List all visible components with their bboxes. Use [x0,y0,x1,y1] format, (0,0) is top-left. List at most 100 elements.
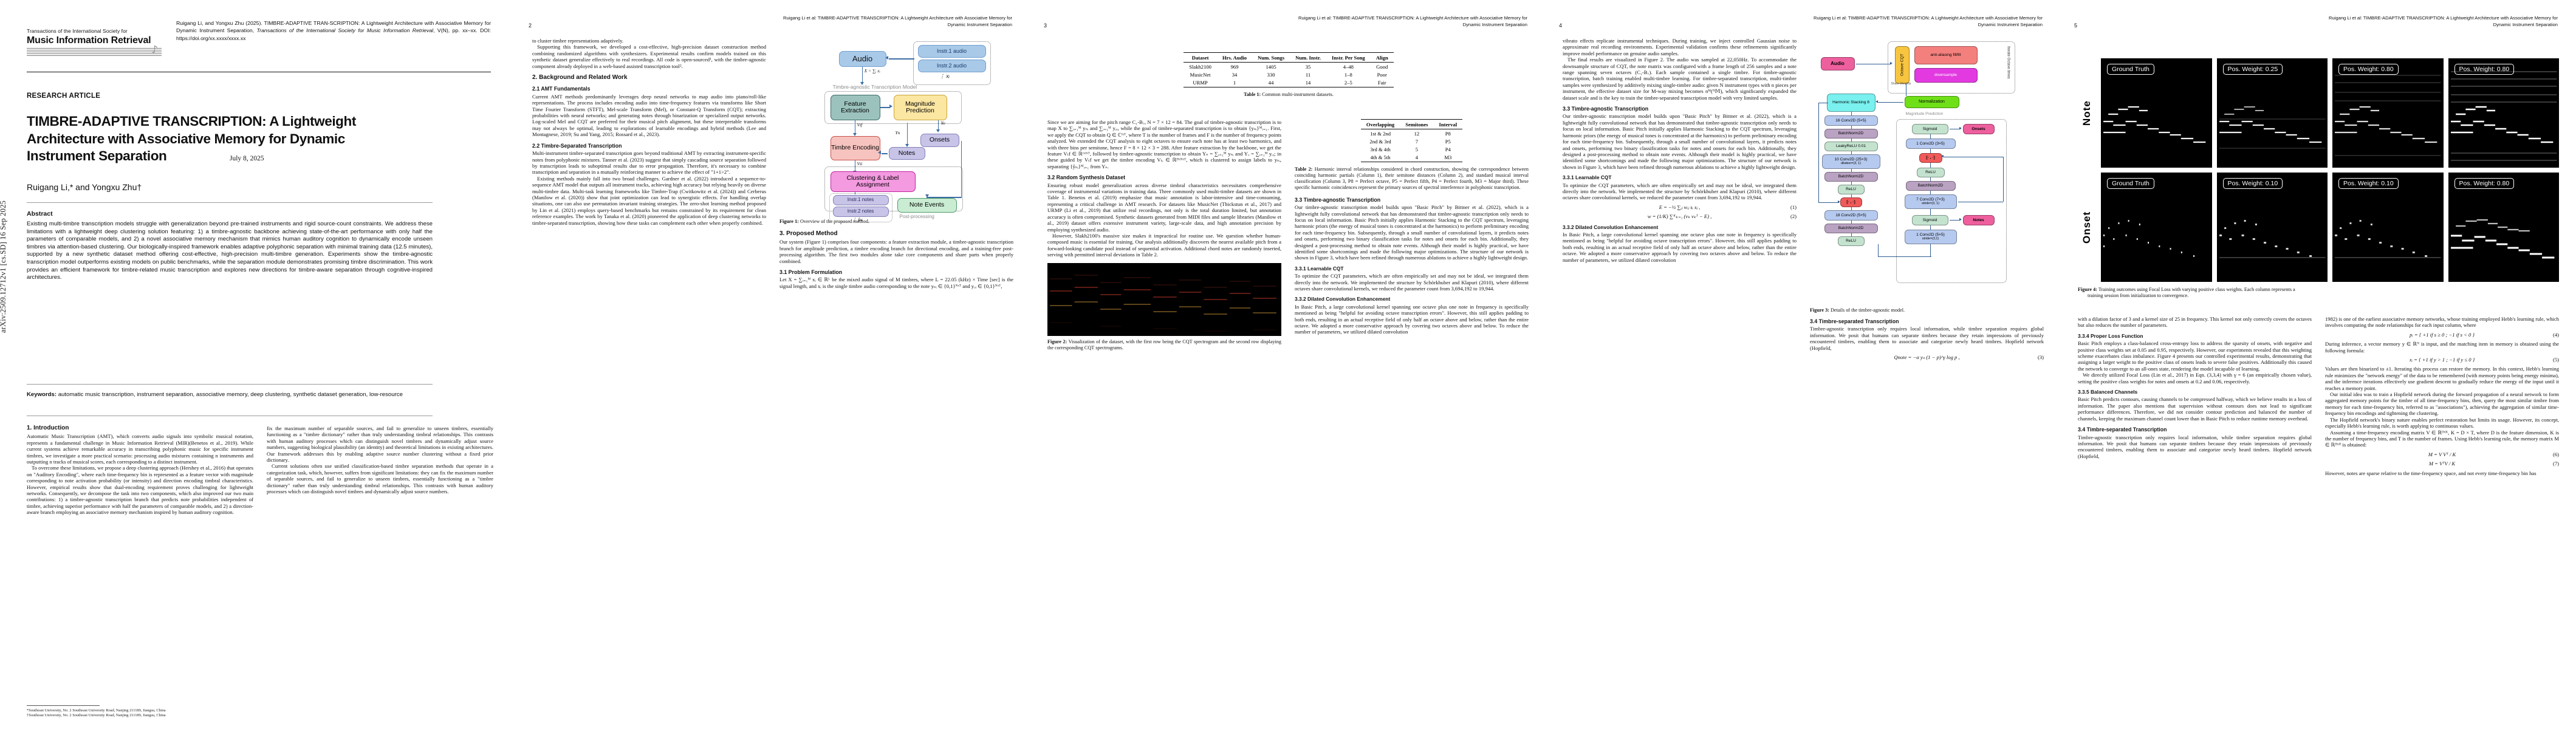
page-number-2: 2 [529,22,532,29]
table-2-caption: Table 2: Harmonic interval relationships… [1295,166,1529,191]
figure-4-caption: Figure 4: Training outcomes using Focal … [2078,287,2559,299]
page-number-4: 4 [1559,22,1563,29]
figure1-node-notes: Notes [888,147,925,160]
heading-learnable-cqt-4: 3.3.1 Learnable CQT [1563,174,1612,181]
p5-loss-p2: We directly utilized Focal Loss (Lin et … [2078,372,2312,385]
page5-col-left: with a dilation factor of 3 and a kernel… [2078,316,2312,717]
figure3-node-conv16: 16 Conv2D (5×5) [1824,115,1878,126]
figure3-node-normalization: Normalization [1904,96,1959,108]
figure-4-plot-onset-3 [2448,173,2559,282]
figure1-label-yo: Yo [940,120,945,126]
figure3-edge-m8 [1930,244,1931,256]
figure3-edge-m7 [1930,225,1931,230]
figure3-node-conv10-sub: dilation=(3, 1) [1841,161,1861,165]
intro-paragraph-4: Current solutions often use unified clas… [267,463,493,495]
figure3-node-bn4: BatchNorm2D [1905,181,1956,191]
figure-4-cell-onset-2: Pos. Weight: 0.10 [2332,173,2444,282]
bg2-paragraph: Multi-instrument timbre-separated transc… [532,150,766,176]
table-2-r2c0: 3rd & 4th [1370,146,1391,152]
equation-7: M = VᵀV / K (7) [2325,460,2559,467]
figure3-edge-3 [1851,139,1852,142]
table-1-body: Slakh2100 969 1405 35 4–48 Good MusicNet… [1184,62,1394,87]
figure-4-plot-onset-1 [2216,173,2328,282]
figure3-node-bn3: BatchNorm2D [1824,224,1878,233]
journal-logo: Transactions of the International Societ… [27,19,162,56]
p5-right-2: During inference, a vector memory y ∈ ℝᴺ… [2325,341,2559,354]
p5-channels-p: Basic Pitch predicts contours, causing c… [2078,396,2312,422]
article-type: RESEARCH ARTICLE [27,92,101,100]
figure1-edge-notes-to-timbre [881,153,888,154]
heading-proposed-method: 3. Proposed Method [779,230,838,237]
table-2-r0c2: P8 [1445,130,1451,137]
figure1-node-instr2: Instr.2 audio [917,60,986,72]
figure3-edge-right-v [2002,157,2004,202]
figure3-node-antialias: anti-aliasing filtfilt [1914,46,1978,64]
cluster-paragraph: Supporting this framework, we developed … [532,44,766,69]
page-title: TIMBRE-ADAPTIVE TRANSCRIPTION: A Lightwe… [27,114,356,163]
running-head-4: Ruigang Li et al: TIMBRE-ADAPTIVE TRANSC… [1577,15,2043,28]
figure-4-wrapper: Note Ground Truth P [2078,58,2559,299]
figure3-edge-m2 [1930,149,1931,153]
running-head-line1: Ruigang Li et al: TIMBRE-ADAPTIVE TRANSC… [783,15,1012,21]
table-1-th-5: Align [1375,54,1388,61]
figure3-magnitude-group [1896,119,2007,283]
figure1-edge-onsets-join [926,197,962,198]
table-1-th-3: Num. Instr. [1295,54,1321,61]
page-5: 5 Ruigang Li et al: TIMBRE-ADAPTIVE TRAN… [2061,0,2576,729]
bg1-paragraph: Current AMT methods predominantly levera… [532,93,766,138]
figure1-arrowhead-4 [852,133,857,136]
figure3-edge-5 [1851,169,1852,172]
table-1-th-2: Num. Songs [1258,54,1285,61]
p5-right-5: The Hopfield network's binary nature ena… [2325,416,2559,430]
figure1-node-notes-dots: ⋮ ŷₙᵢ [852,217,863,222]
figure1-arrowhead-5 [936,129,940,132]
heading-timbre-sep-4: 3.4 Timbre-separated Transcription [1810,318,1899,324]
figure1-arrowhead-6 [905,144,909,147]
table-1-r1c1: 34 [1231,71,1238,78]
table-2-r1c0: 2nd & 3rd [1369,138,1391,145]
page3-right-text: 3.3 Timbre-agnostic Transcription Our ti… [1295,197,1529,335]
p5-paragraph-4: Timbre-agnostic transcription only requi… [1810,326,2044,351]
table-row: Slakh2100 969 1405 35 4–48 Good [1184,62,1394,71]
figure3-edge-2 [1851,126,1852,129]
figure3-node-conv7-sub: stride=(3, 1) [1922,201,1939,205]
figure1-node-instr2-notes: Instr.2 notes [832,207,889,217]
figure3-edge-bridge-v [1877,244,1879,256]
citation-tail: , V(N), pp. xx–xx. DOI: https://doi.org/… [176,27,491,41]
equation-1: E = −½ ∑ᵢⱼ wᵢⱼ sᵢ sⱼ , (1) [1563,204,1797,210]
page3-col-left: Since we are aiming for the pitch range … [1047,119,1281,708]
figure3-node-conv1a: 1 Conv2D (3×5) [1905,139,1956,149]
page1-columns: 1. Introduction Automatic Music Transcri… [27,425,493,680]
running-head-3-line2: Dynamic Instrument Separation [1462,22,1527,27]
heading-proper-loss: 3.3.4 Proper Loss Function [2078,332,2143,339]
figure1-label-vti: Vti [857,161,863,166]
figure3-edge-m1 [1930,134,1931,139]
figure-3-caption-label: Figure 3: [1810,307,1829,313]
table-1-r1c2: 330 [1267,71,1275,78]
figure1-node-audio: Audio [838,51,886,67]
page4-col-right: Iterate Octave times Octave CQT anti-ali… [1810,38,2044,706]
page3-lead-paragraph: Since we are aiming for the pitch range … [1047,119,1281,169]
figure1-group-label-backbone: Timbre-agnostic Transcription Model [832,84,917,90]
figure1-arrowhead-1 [885,56,888,60]
equation-5-number: (5) [2552,357,2559,363]
page3-col-right: Overlapping Semitones Interval 1st & 2nd… [1295,119,1529,708]
p4-paragraph-3b: Our timbre-agnostic transcription model … [1563,113,1797,170]
cluster-lead: to cluster timbre representations adapti… [532,38,624,44]
running-head-2: Ruigang Li et al: TIMBRE-ADAPTIVE TRANSC… [547,15,1012,28]
figure3-edge-m6 [1930,209,1931,215]
bg2-paragraph-2: Existing methods mainly fall into two br… [532,175,766,226]
table-row: URMP 1 44 14 2–5 Fair [1184,78,1394,87]
figure3-arrowhead-f [1941,155,1944,157]
running-head-5-line2: Dynamic Instrument Separation [2493,22,2558,27]
table-1-header-row: Dataset Hrs. Audio Num. Songs Num. Instr… [1184,52,1394,63]
figure3-arrowhead-b [1875,100,1878,103]
figure1-node-magnitude-prediction: Magnitude Prediction [893,95,947,120]
equation-1-number: (1) [1790,204,1797,210]
figure1-edge-fe-down [854,120,856,135]
table-1-head: Dataset Hrs. Audio Num. Songs Num. Instr… [1184,52,1394,63]
running-head-3: Ruigang Li et al: TIMBRE-ADAPTIVE TRANSC… [1062,15,1527,28]
page1-footnote: *Southeast University, No. 2 Southeast U… [27,705,227,718]
music-staff-icon: ♪ [27,45,162,56]
proposed-paragraph: Our system (Figure 1) comprises four com… [779,239,1013,264]
